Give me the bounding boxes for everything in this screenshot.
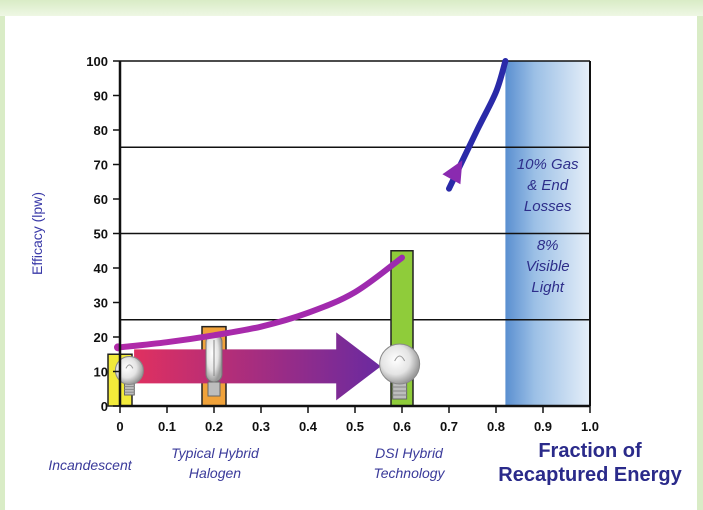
frame-top-border	[0, 0, 703, 16]
energy-arrow-group	[134, 332, 381, 401]
x-tick-label: 1.0	[581, 419, 599, 434]
labels-group: Efficacy (lpw) Incandescent Typical Hybrid…	[29, 156, 683, 486]
x-tick-label: 0.5	[346, 419, 364, 434]
x-axis-title: Fraction of	[538, 440, 642, 462]
frame-left-border	[0, 16, 5, 510]
category-label-2: Technology	[373, 465, 445, 481]
efficacy-curve	[117, 254, 405, 351]
category-label-1: Halogen	[189, 465, 241, 481]
loss-annotation-1: Visible	[526, 258, 570, 275]
bulb-filament	[394, 355, 406, 362]
y-tick-label: 40	[94, 261, 108, 276]
x-tick-label: 0.4	[299, 419, 318, 434]
loss-annotation-0: Losses	[524, 198, 572, 215]
category-label-2: DSI Hybrid	[375, 445, 444, 461]
y-tick-label: 100	[86, 54, 108, 69]
bulbs-group	[114, 333, 421, 400]
x-tick-label: 0	[116, 419, 123, 434]
x-tick-label: 0.7	[440, 419, 458, 434]
loss-annotation-0: & End	[527, 177, 569, 194]
category-label-0: Incandescent	[48, 457, 132, 473]
y-tick-label: 50	[94, 227, 108, 242]
bulb-base	[207, 381, 221, 397]
curve-group	[114, 58, 509, 352]
x-tick-label: 0.3	[252, 419, 270, 434]
x-tick-label: 0.1	[158, 419, 176, 434]
x-tick-label: 0.2	[205, 419, 223, 434]
curve-arrowhead	[442, 160, 463, 185]
frame-right-border	[697, 16, 703, 510]
y-tick-label: 0	[101, 399, 108, 414]
y-tick-label: 10	[94, 365, 108, 380]
light-bulb-icon-0	[114, 356, 144, 396]
y-tick-label: 80	[94, 123, 108, 138]
energy-arrow	[134, 332, 381, 401]
loss-annotation-1: Light	[531, 279, 564, 296]
y-axis-title: Efficacy (lpw)	[29, 192, 45, 275]
light-bulb-icon-1	[205, 333, 223, 397]
y-tick-label: 60	[94, 192, 108, 207]
bulb-glass	[114, 356, 144, 385]
loss-annotation-1: 8%	[537, 237, 559, 254]
loss-annotation-0: 10% Gas	[517, 156, 579, 173]
x-tick-label: 0.6	[393, 419, 411, 434]
y-tick-label: 20	[94, 330, 108, 345]
category-label-1: Typical Hybrid	[171, 445, 260, 461]
ticks-group: 0 10 20 30 40 50 60 70 80 90 100 0 0.1 0.2 0.3 0.4 0.5 0.…	[86, 54, 599, 434]
y-tick-label: 70	[94, 158, 108, 173]
y-tick-label: 90	[94, 89, 108, 104]
x-axis-title: Recaptured Energy	[498, 464, 682, 486]
reference-lines	[120, 60, 590, 321]
light-bulb-icon-2	[379, 343, 421, 400]
bulb-filament	[125, 364, 134, 369]
y-tick-label: 30	[94, 296, 108, 311]
x-tick-label: 0.8	[487, 419, 505, 434]
x-tick-label: 0.9	[534, 419, 552, 434]
bulb-glass	[379, 343, 421, 385]
